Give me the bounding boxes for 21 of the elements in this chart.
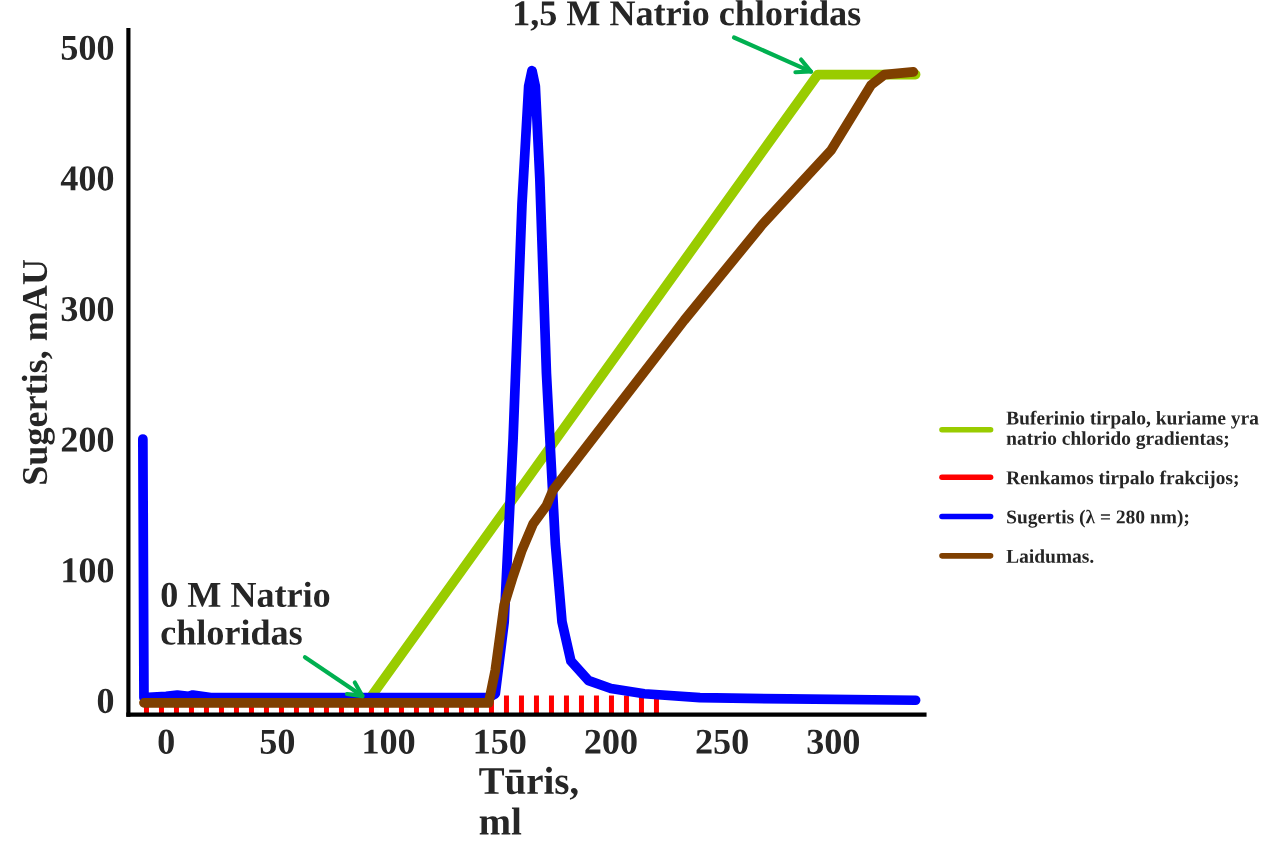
x-tick-label: 250	[696, 729, 748, 754]
x-tick-label: 150	[475, 729, 526, 754]
legend-label: Laidumas.	[1006, 549, 1094, 563]
annotation: 1,5 M Natrio chloridas	[515, 0, 861, 31]
y-tick-label: 500	[61, 35, 114, 60]
x-tick-label: 100	[364, 729, 415, 754]
y-tick-label: 200	[61, 427, 114, 452]
x-axis-title: Tūris, ml	[479, 766, 578, 835]
y-tick-label: 300	[61, 296, 114, 322]
legend-label: Renkamos tirpalo frakcijos;	[1006, 470, 1238, 489]
legend-label: Buferinio tirpalo, kuriame yra natrio chlorido gradientas;	[1006, 410, 1259, 450]
legend-label: Sugertis (λ = 280 nm);	[1007, 509, 1189, 528]
y-tick-label: 0	[97, 688, 114, 714]
y-axis-title: Sugertis, mAU	[21, 259, 55, 484]
x-tick-label: 0	[158, 729, 174, 754]
x-tick-label: 200	[585, 729, 637, 754]
y-tick-label: 100	[63, 558, 114, 583]
x-tick-label: 300	[807, 729, 860, 754]
annotation: 0 M Natrio chloridas	[161, 581, 330, 645]
y-tick-label: 400	[60, 166, 114, 191]
x-tick-label: 50	[260, 729, 295, 754]
